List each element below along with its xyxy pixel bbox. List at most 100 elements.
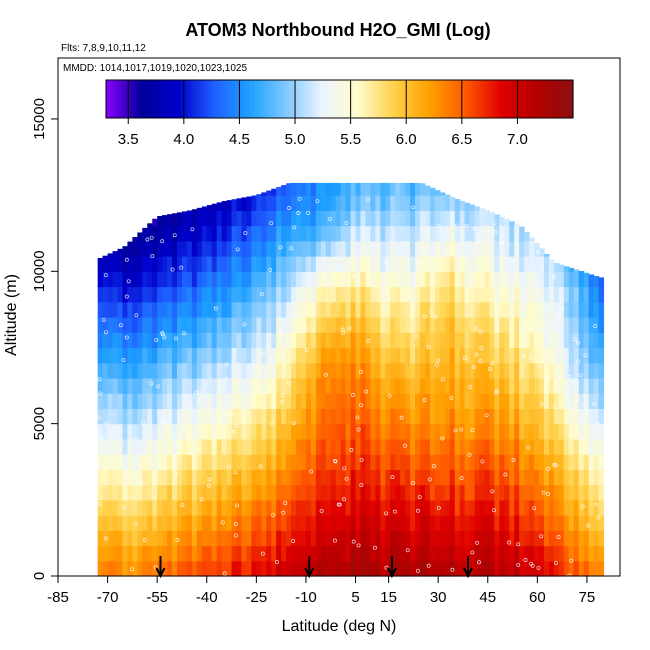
heat-cell <box>221 469 228 486</box>
observation-point <box>304 309 309 314</box>
heat-cell <box>196 317 203 333</box>
heat-cell <box>147 454 153 470</box>
heat-cell <box>147 362 153 379</box>
heat-cell <box>454 454 461 470</box>
heat-cell <box>325 530 332 547</box>
heat-cell <box>524 317 530 333</box>
heat-cell <box>191 484 198 501</box>
heat-cell <box>553 545 560 562</box>
heat-cell <box>534 242 540 257</box>
heat-cell <box>539 423 545 440</box>
heat-cell <box>271 225 277 242</box>
heat-cell <box>226 377 233 394</box>
heat-cell <box>573 423 580 440</box>
heat-cell <box>429 530 436 547</box>
heat-cell <box>315 530 322 547</box>
heat-cell <box>504 225 510 242</box>
heat-cell <box>514 515 520 531</box>
heat-cell <box>454 377 461 394</box>
heat-cell <box>291 271 297 288</box>
heat-cell <box>246 499 252 516</box>
heat-cell <box>459 530 466 547</box>
heat-cell <box>494 499 500 516</box>
heat-cell <box>201 225 208 242</box>
heat-cell <box>172 271 178 288</box>
heat-cell <box>499 332 505 349</box>
heat-cell <box>489 212 495 227</box>
heat-cell <box>305 484 312 501</box>
heat-cell <box>454 484 461 501</box>
observation-point <box>540 303 545 308</box>
observation-point <box>593 502 598 507</box>
heat-cell <box>474 206 481 211</box>
heat-cell <box>102 438 109 455</box>
heat-cell <box>529 454 535 470</box>
observation-point <box>459 427 464 432</box>
heat-cell <box>325 362 332 379</box>
heat-cell <box>459 454 466 470</box>
heat-cell <box>102 423 109 440</box>
heat-cell <box>444 332 451 349</box>
observation-point <box>454 223 459 228</box>
heat-cell <box>340 256 347 272</box>
heat-cell <box>241 225 248 242</box>
heat-cell <box>563 362 570 379</box>
heat-cell <box>102 393 109 410</box>
heat-cell <box>360 347 367 364</box>
heat-cell <box>583 408 590 425</box>
heat-cell <box>330 438 337 455</box>
heat-cell <box>216 530 223 547</box>
heat-cell <box>583 469 590 486</box>
heat-cell <box>201 530 208 547</box>
heat-cell <box>345 301 352 318</box>
heat-cell <box>246 454 252 470</box>
heat-cell <box>157 469 163 486</box>
heat-cell <box>553 408 560 425</box>
heat-cell <box>474 408 481 425</box>
observation-point <box>291 421 296 426</box>
heat-cell <box>469 530 476 547</box>
colorbar-segment <box>347 80 352 118</box>
heat-cell <box>281 377 287 394</box>
heat-cell <box>573 499 580 516</box>
heat-cell <box>469 454 476 470</box>
observation-point <box>495 389 499 393</box>
heat-cell <box>256 347 262 364</box>
colorbar-segment <box>425 80 430 118</box>
observation-point <box>149 235 154 240</box>
observation-point <box>268 267 273 272</box>
heat-cell <box>226 499 233 516</box>
heat-cell <box>400 225 406 242</box>
heat-cell <box>489 545 495 562</box>
heat-cell <box>157 362 163 379</box>
heat-cell <box>598 484 605 501</box>
heat-cell <box>137 454 143 470</box>
heat-cell <box>211 515 218 531</box>
heat-cell <box>211 438 218 455</box>
observation-point <box>173 471 178 476</box>
heat-cell <box>563 301 570 318</box>
heat-cell <box>529 499 535 516</box>
heat-cell <box>246 560 252 577</box>
heat-cell <box>181 362 188 379</box>
heat-cell <box>558 347 565 364</box>
heat-cell <box>107 454 114 470</box>
observation-point <box>449 395 454 400</box>
heat-cell <box>251 317 257 333</box>
heat-cell <box>186 408 193 425</box>
colorbar-segment <box>456 80 461 118</box>
heat-cell <box>355 317 362 333</box>
heat-cell <box>271 271 277 288</box>
heat-cell <box>251 560 257 577</box>
observation-point <box>480 459 485 464</box>
heat-cell <box>390 469 396 486</box>
colorbar-segment <box>113 80 119 118</box>
heat-cell <box>415 225 421 242</box>
heat-cell <box>479 240 486 257</box>
heat-cell <box>424 347 431 364</box>
observation-point <box>304 348 309 352</box>
heat-cell <box>370 545 376 562</box>
heat-cell <box>385 347 391 364</box>
heat-cell <box>246 530 252 547</box>
observation-point <box>220 520 225 525</box>
